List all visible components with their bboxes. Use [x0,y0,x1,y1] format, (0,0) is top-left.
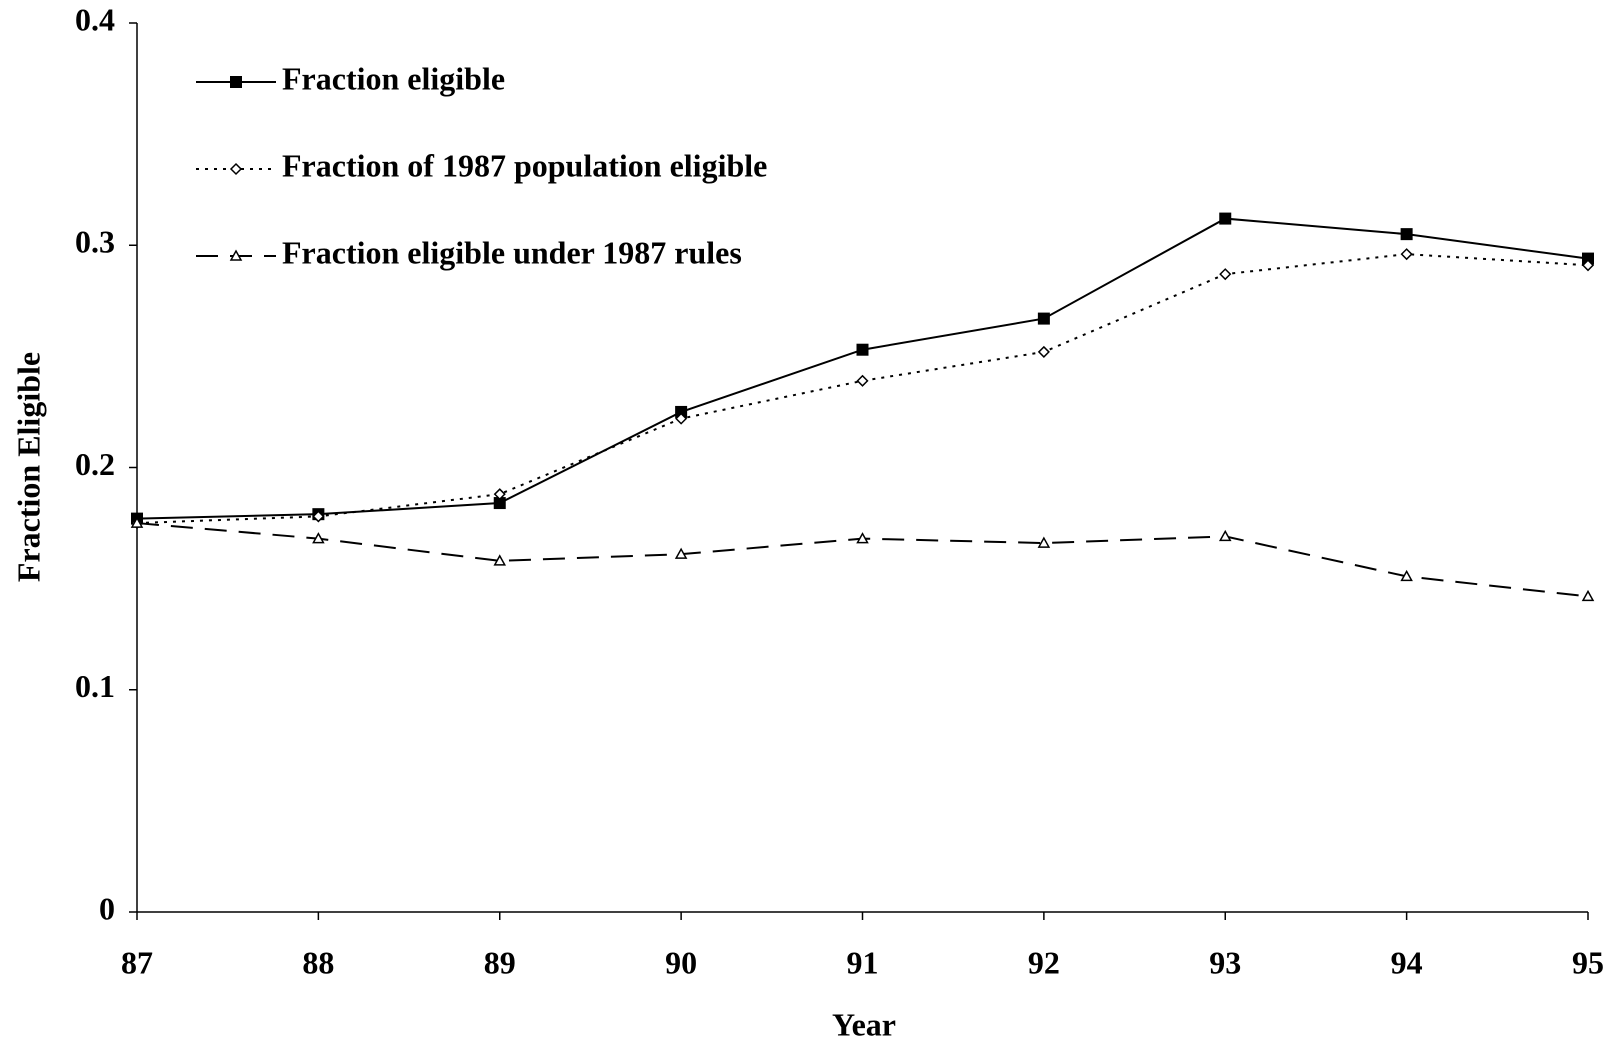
legend-label: Fraction eligible [282,60,505,96]
y-tick-label: 0.4 [75,1,115,37]
data-point [493,554,507,566]
data-point [1582,252,1594,265]
y-tick-label: 0.1 [75,668,115,704]
data-point [493,488,506,501]
x-tick-label: 94 [1391,944,1423,980]
x-tick-label: 89 [484,944,516,980]
data-point [675,412,688,425]
data-point [674,547,688,559]
data-point [1219,268,1232,281]
y-tick-label: 0 [99,890,115,926]
x-tick-label: 92 [1028,944,1060,980]
x-tick-label: 93 [1209,944,1241,980]
data-point [312,510,325,523]
data-point [856,343,869,356]
data-point [1581,589,1595,602]
data-point [1037,312,1050,325]
legend-marker [229,162,243,176]
data-point [675,405,688,418]
legend-marker [229,249,243,261]
data-point [130,516,144,528]
data-point [1400,248,1413,261]
data-point [312,532,325,544]
x-tick-label: 87 [121,944,153,980]
data-point [1581,259,1595,272]
data-point [1400,569,1413,582]
y-tick-label: 0.2 [75,446,115,482]
y-axis-title: Fraction Eligible [10,352,46,582]
x-tick-label: 90 [665,944,697,980]
x-tick-label: 91 [847,944,879,980]
legend-label: Fraction of 1987 population eligible [282,147,767,183]
legend-marker [230,76,242,88]
data-point [856,532,869,544]
data-point [493,497,506,510]
x-axis-title: Year [832,1006,896,1042]
series-line [136,253,1589,525]
data-point [856,374,869,387]
data-point [1218,529,1232,542]
legend-label: Fraction eligible under 1987 rules [282,234,742,270]
x-tick-label: 95 [1572,944,1604,980]
data-point [1037,345,1050,358]
data-point [1400,228,1413,241]
data-point [1037,536,1051,548]
data-point [1219,212,1232,225]
y-tick-label: 0.3 [75,224,115,260]
x-tick-label: 88 [302,944,334,980]
